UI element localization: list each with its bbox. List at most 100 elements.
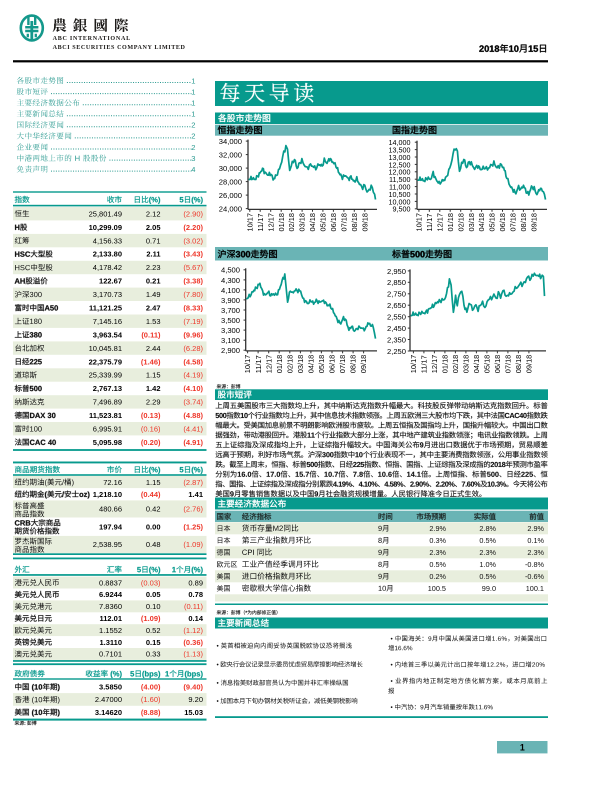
svg-text:11,500: 11,500 (389, 175, 410, 184)
svg-text:1.0%: 1.0% (479, 560, 496, 569)
svg-text:2.12: 2.12 (146, 209, 161, 218)
svg-text:10,500: 10,500 (389, 190, 411, 199)
svg-text:13,500: 13,500 (389, 146, 411, 155)
svg-text:9.20: 9.20 (188, 695, 203, 704)
svg-text:(2.90): (2.90) (183, 209, 203, 218)
svg-text:30,000: 30,000 (219, 164, 242, 173)
svg-text:1: 1 (191, 76, 195, 85)
svg-text:04/18: 04/18 (477, 213, 486, 232)
svg-text:09/18: 09/18 (360, 213, 369, 232)
svg-text:3,100: 3,100 (221, 336, 240, 345)
svg-text:3,300: 3,300 (221, 326, 240, 335)
svg-text:11/17: 11/17 (256, 214, 265, 232)
svg-text:4,300: 4,300 (221, 276, 240, 285)
svg-text:4,500: 4,500 (221, 266, 240, 275)
svg-text:07/18: 07/18 (509, 213, 518, 232)
svg-text:0.21: 0.21 (146, 277, 161, 286)
svg-text:(1.13): (1.13) (183, 650, 203, 659)
svg-text:08/18: 08/18 (350, 213, 359, 232)
svg-text:2: 2 (191, 143, 195, 152)
svg-text:2.3%: 2.3% (479, 548, 496, 557)
svg-text:(4.91): (4.91) (183, 438, 203, 447)
svg-text:0.33: 0.33 (146, 650, 161, 659)
svg-text:05/18: 05/18 (483, 355, 492, 374)
svg-text:1: 1 (191, 87, 195, 96)
svg-text:10,045.81: 10,045.81 (89, 344, 122, 353)
svg-text:28,000: 28,000 (219, 178, 242, 187)
svg-text:0.1%: 0.1% (527, 536, 544, 545)
svg-text:2.23: 2.23 (146, 263, 161, 272)
svg-text:(3.02): (3.02) (183, 236, 203, 245)
svg-text:1.41: 1.41 (188, 490, 203, 499)
svg-text:26,000: 26,000 (219, 191, 242, 200)
svg-text:10/17: 10/17 (245, 213, 254, 232)
svg-text:09/18: 09/18 (359, 355, 368, 374)
svg-text:2: 2 (191, 121, 195, 130)
svg-text:13,000: 13,000 (389, 153, 411, 162)
svg-text:99.0: 99.0 (482, 584, 496, 593)
svg-text:11,523.81: 11,523.81 (89, 411, 122, 420)
svg-text:09/18: 09/18 (529, 213, 538, 232)
svg-text:9,500: 9,500 (393, 205, 411, 214)
svg-text:0.5%: 0.5% (479, 536, 496, 545)
svg-text:0.5%: 0.5% (429, 560, 446, 569)
svg-text:-0.6%: -0.6% (525, 572, 545, 581)
svg-text:122.67: 122.67 (99, 277, 122, 286)
svg-text:24,000: 24,000 (219, 205, 242, 214)
svg-text:0.52: 0.52 (146, 626, 161, 635)
svg-text:04/18: 04/18 (307, 355, 316, 374)
svg-text:1.49: 1.49 (146, 290, 161, 299)
svg-text:(4.00): (4.00) (141, 683, 161, 692)
svg-text:(4.41): (4.41) (183, 425, 203, 434)
svg-text:ABCI SECURITIES COMPANY LIMITE: ABCI SECURITIES COMPANY LIMITED (53, 45, 186, 51)
svg-text:100.5: 100.5 (428, 584, 446, 593)
svg-text:2.9%: 2.9% (429, 524, 446, 533)
svg-text:01/18: 01/18 (446, 213, 455, 232)
svg-text:(8.88): (8.88) (141, 708, 161, 717)
svg-text:(0.11): (0.11) (184, 602, 204, 611)
svg-text:(9.96): (9.96) (183, 330, 203, 339)
svg-text:0.89: 0.89 (188, 578, 203, 587)
svg-text:7,145.16: 7,145.16 (93, 317, 122, 326)
svg-text:6.9244: 6.9244 (99, 590, 123, 599)
svg-text:04/18: 04/18 (472, 355, 481, 374)
svg-text:4: 4 (191, 165, 195, 174)
svg-text:(0.44): (0.44) (141, 490, 161, 499)
svg-text:480.66: 480.66 (99, 505, 122, 514)
svg-text:(1.09): (1.09) (183, 540, 203, 549)
svg-text:08/18: 08/18 (519, 213, 528, 232)
svg-text:0.2%: 0.2% (429, 572, 446, 581)
svg-text:0.71: 0.71 (146, 236, 161, 245)
svg-text:2.8%: 2.8% (479, 524, 496, 533)
svg-text:2,250: 2,250 (387, 347, 406, 356)
svg-text:0.42: 0.42 (146, 505, 161, 514)
svg-text:(1.46): (1.46) (141, 357, 161, 366)
svg-text:05/18: 05/18 (319, 213, 328, 232)
svg-text:07/18: 07/18 (338, 355, 347, 374)
svg-text:(2.76): (2.76) (183, 505, 203, 514)
svg-text:06/18: 06/18 (493, 355, 502, 374)
svg-text:2.47000: 2.47000 (95, 695, 122, 704)
svg-text:(0.13): (0.13) (141, 411, 161, 420)
svg-text:05/18: 05/18 (488, 213, 497, 232)
svg-text:3,963.54: 3,963.54 (93, 330, 123, 339)
svg-text:11/17: 11/17 (254, 355, 263, 373)
svg-text:25,339.99: 25,339.99 (89, 371, 122, 380)
svg-text:(1.25): (1.25) (183, 522, 203, 531)
svg-text:6,995.91: 6,995.91 (93, 425, 122, 434)
svg-text:197.94: 197.94 (99, 522, 123, 531)
svg-text:(1.60): (1.60) (141, 695, 161, 704)
svg-text:(6.28): (6.28) (183, 344, 203, 353)
svg-text:02/18: 02/18 (451, 355, 460, 374)
svg-text:7.8360: 7.8360 (99, 602, 122, 611)
svg-text:09/18: 09/18 (525, 355, 534, 374)
svg-text:32,000: 32,000 (219, 151, 242, 160)
svg-text:08/18: 08/18 (349, 355, 358, 374)
svg-text:(0.36): (0.36) (183, 638, 203, 647)
svg-text:03/18: 03/18 (298, 213, 307, 232)
svg-text:2,133.80: 2,133.80 (93, 250, 122, 259)
svg-text:06/18: 06/18 (328, 355, 337, 374)
svg-text:2,538.95: 2,538.95 (93, 540, 122, 549)
svg-text:2,767.13: 2,767.13 (93, 384, 122, 393)
svg-text:11,121.25: 11,121.25 (89, 304, 122, 313)
